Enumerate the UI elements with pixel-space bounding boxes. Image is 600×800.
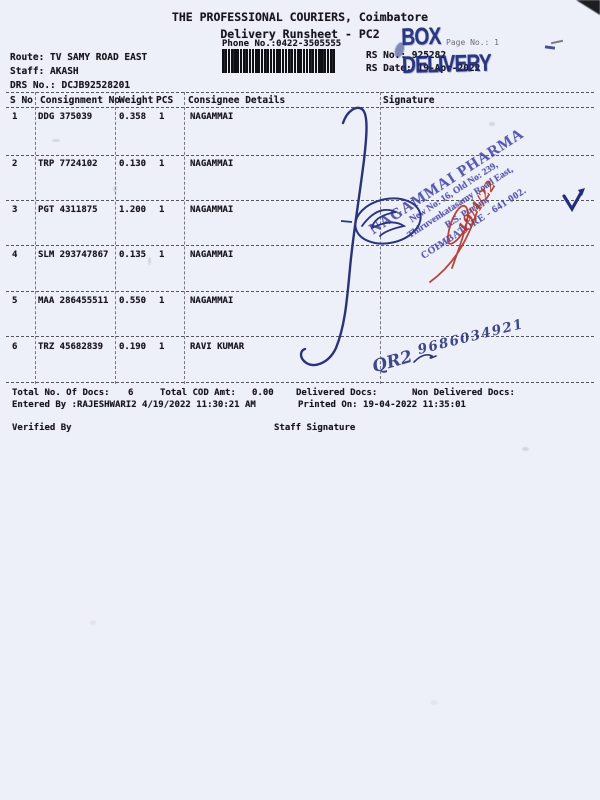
handwritten-initials: QR2 <box>370 346 415 378</box>
check-arrowhead <box>578 188 585 196</box>
row-sno: 4 <box>12 250 18 260</box>
handwritten-phone-number: 9686034921 <box>416 316 526 358</box>
col-header-consignment: Consignment No <box>40 95 121 106</box>
phone-number: Phone No.:0422-3505555 <box>222 39 342 49</box>
scan-speck <box>522 447 529 451</box>
nagammai-pharma-stamp: NAGAMMAI PHARMA New No: 16, Old No: 239,… <box>352 116 568 287</box>
row-sno: 5 <box>12 296 18 306</box>
row-consignment: MAA 286455511 <box>38 296 109 306</box>
row-weight: 0.550 <box>119 296 147 306</box>
row-consignee: RAVI KUMAR <box>190 342 245 352</box>
row-consignee: NAGAMMAI <box>190 250 234 260</box>
row-pcs: 1 <box>159 159 165 169</box>
rule-top <box>6 92 594 93</box>
rule-row4 <box>6 291 594 292</box>
row-consignment: TRZ 45682839 <box>38 342 104 352</box>
route-label: Route: TV SAMY ROAD EAST <box>10 52 148 63</box>
row-sno: 6 <box>12 342 18 352</box>
row-consignee: NAGAMMAI <box>190 205 234 215</box>
stamp-address-2: Thiruvenkatasamy Road East, <box>405 164 516 241</box>
col-divider-1 <box>35 92 36 384</box>
col-header-sno: S No <box>10 95 33 106</box>
col-header-signature: Signature <box>383 95 435 106</box>
row-weight: 1.200 <box>119 205 147 215</box>
rs-date: RS Date: 19-Apr-2022 <box>366 63 481 74</box>
total-docs-value: 6 <box>128 388 134 398</box>
scan-speck <box>148 257 151 265</box>
rule-bottom <box>6 382 594 383</box>
row-consignment: DDG 375039 <box>38 112 93 122</box>
scan-speck <box>113 186 117 192</box>
stamp-underline-mark <box>544 45 556 50</box>
row-pcs: 1 <box>159 205 165 215</box>
row-weight: 0.358 <box>119 112 147 122</box>
page-number: Page No.: 1 <box>446 38 499 47</box>
row-pcs: 1 <box>159 342 165 352</box>
row-consignee: NAGAMMAI <box>190 296 234 306</box>
total-docs-label: Total No. Of Docs: <box>12 388 110 398</box>
company-title: THE PROFESSIONAL COURIERS, Coimbatore <box>171 10 429 24</box>
non-delivered-docs-label: Non Delivered Docs: <box>412 388 515 398</box>
col-divider-2 <box>115 92 116 384</box>
row-consignment: TRP 7724102 <box>38 159 98 169</box>
staff-label: Staff: AKASH <box>10 66 79 77</box>
box-delivery-stamp: BOX DELIVERY <box>401 22 492 79</box>
rule-row3 <box>6 245 594 246</box>
col-header-pcs: PCS <box>156 95 174 106</box>
row-pcs: 1 <box>159 296 165 306</box>
col-divider-3 <box>184 92 185 384</box>
barcode <box>222 49 335 73</box>
scan-speck <box>489 122 495 126</box>
scan-speck <box>52 139 60 142</box>
row-weight: 0.130 <box>119 159 147 169</box>
drs-number: DRS No.: DCJB92528201 <box>10 80 131 91</box>
row-pcs: 1 <box>159 112 165 122</box>
scribble-tail <box>340 220 353 223</box>
rule-under-header <box>6 107 594 108</box>
entered-by: Entered By :RAJESHWARI2 4/19/2022 11:30:… <box>12 400 256 410</box>
row-sno: 2 <box>12 159 18 169</box>
printed-on: Printed On: 19-04-2022 11:35:01 <box>298 400 466 410</box>
doc-title: Delivery Runsheet - PC2 <box>220 27 380 41</box>
row-consignee: NAGAMMAI <box>190 112 234 122</box>
col-header-consignee: Consignee Details <box>188 95 286 106</box>
staff-signature-label: Staff Signature <box>274 423 356 433</box>
row-pcs: 1 <box>159 250 165 260</box>
verified-by-label: Verified By <box>12 423 72 433</box>
scan-speck <box>430 700 438 705</box>
row-consignment: SLM 293747867 <box>38 250 109 260</box>
row-sno: 3 <box>12 205 18 215</box>
row-consignee: NAGAMMAI <box>190 159 234 169</box>
cod-label: Total COD Amt: <box>160 388 236 398</box>
scan-speck <box>90 620 96 625</box>
delivered-docs-label: Delivered Docs: <box>296 388 378 398</box>
row-consignment: PGT 4311875 <box>38 205 98 215</box>
row-weight: 0.135 <box>119 250 147 260</box>
row-sno: 1 <box>12 112 18 122</box>
scan-corner-artifact <box>576 0 600 15</box>
row-weight: 0.190 <box>119 342 147 352</box>
col-header-weight: Weight <box>119 95 154 106</box>
cod-value: 0.00 <box>252 388 274 398</box>
